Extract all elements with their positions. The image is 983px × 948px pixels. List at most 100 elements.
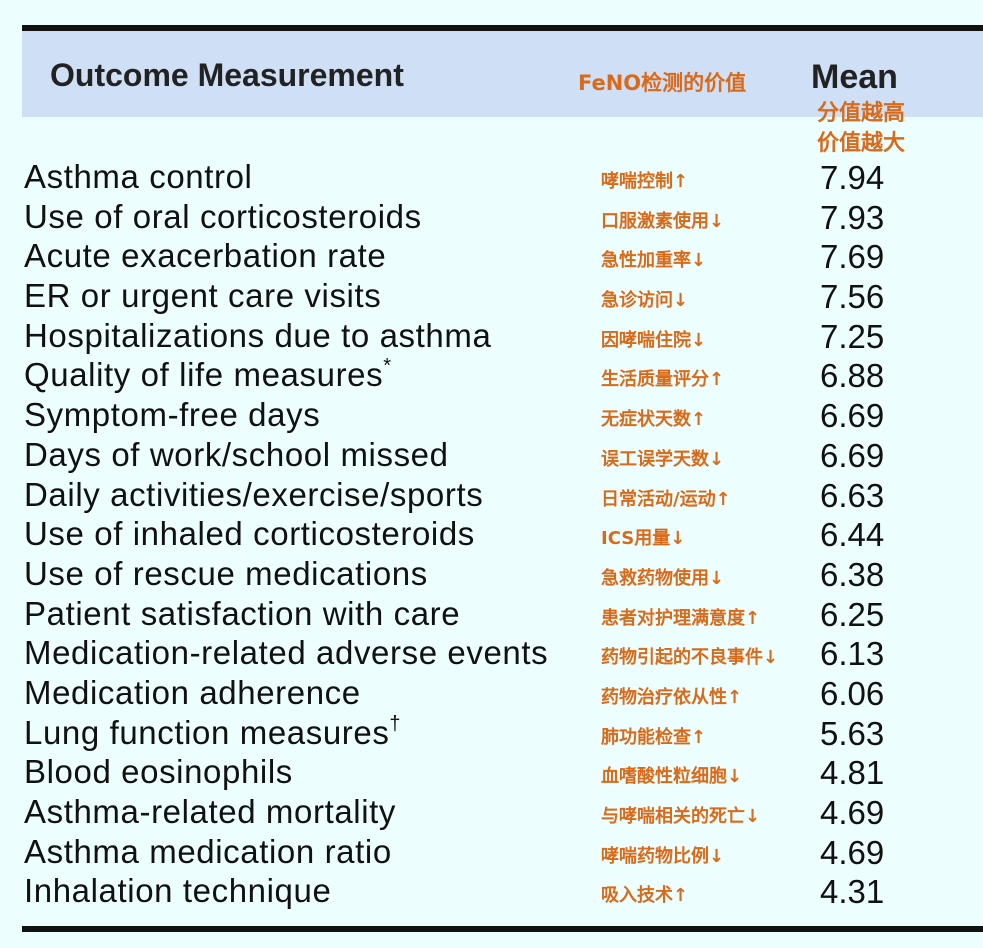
chinese-annotation: 因哮喘住院↓ [601,329,707,351]
mean-value: 7.94 [820,159,885,196]
outcome-text: Asthma control [24,158,253,195]
mean-value: 4.31 [820,873,885,911]
mean-value: 6.69 [820,397,885,435]
outcome-text: Asthma-related mortality [24,793,397,830]
mean-value: 4.81 [820,754,885,792]
outcome-cell: Use of oral corticosteroids [24,198,422,236]
outcome-text: Symptom-free days [24,396,321,434]
table-row: Asthma medication ratio 哮喘药物比例↓ 4.69 [0,833,983,873]
outcome-text: Use of oral corticosteroids [24,197,422,235]
mean-value: 6.38 [820,555,885,593]
mean-value: 7.69 [820,238,885,276]
outcome-text: Days of work/school missed [24,435,449,473]
mean-value: 4.69 [820,794,885,831]
bottom-rule [22,926,983,932]
mean-note-line1: 分值越高 [816,101,905,126]
table-row: Medication adherence 药物治疗依从性↑ 6.06 [0,674,983,714]
chinese-annotation: 日常活动/运动↑ [601,488,731,510]
outcome-text: Quality of life measures [24,356,384,394]
outcome-cell: Asthma control [24,158,253,196]
mean-value: 5.63 [820,714,885,752]
table-row: Asthma-related mortality 与哮喘相关的死亡↓ 4.69 [0,793,983,833]
mean-column-header: Mean [811,58,898,96]
chinese-annotation: 药物治疗依从性↑ [601,686,743,708]
chinese-annotation: 肺功能检查↑ [601,726,707,748]
chinese-annotation: 与哮喘相关的死亡↓ [601,806,761,827]
mean-value: 6.25 [820,595,885,633]
table-row: Medication-related adverse events 药物引起的不良… [0,634,983,674]
table-row: ER or urgent care visits 急诊访问↓ 7.56 [0,277,983,317]
outcome-cell: Days of work/school missed [24,436,449,474]
outcome-cell: Asthma medication ratio [24,833,392,871]
table-row: Use of rescue medications 急救药物使用↓ 6.38 [0,555,983,595]
mean-value: 7.93 [820,198,885,236]
table-row: Quality of life measures* 生活质量评分↑ 6.88 [0,356,983,396]
chinese-annotation: 急救药物使用↓ [601,567,725,589]
outcome-cell: Lung function measures† [24,714,401,752]
outcome-text: Blood eosinophils [24,753,293,791]
chinese-annotation: 患者对护理满意度↑ [601,607,761,629]
outcome-text: Hospitalizations due to asthma [24,316,492,354]
mean-value: 6.06 [820,674,885,712]
chinese-annotation: 血嗜酸性粒细胞↓ [601,766,743,788]
mean-value: 6.44 [820,516,885,554]
outcome-cell: Medication adherence [24,674,361,712]
chinese-annotation: 无症状天数↑ [601,409,707,431]
mean-note-line2: 价值越大 [816,131,905,156]
chinese-annotation: 吸入技术↑ [601,885,689,907]
mean-value: 6.63 [820,476,885,514]
mean-value: 6.88 [820,357,885,395]
footnote-marker: † [389,712,402,735]
chinese-annotation: 急性加重率↓ [601,250,707,272]
outcome-text: ER or urgent care visits [24,277,382,315]
outcome-cell: Daily activities/exercise/sports [24,476,483,514]
chinese-annotation: 哮喘药物比例↓ [601,845,725,867]
table-row: Hospitalizations due to asthma 因哮喘住院↓ 7.25 [0,317,983,357]
outcome-text: Acute exacerbation rate [24,237,387,275]
mean-value: 6.13 [820,635,885,673]
outcome-text: Patient satisfaction with care [24,594,461,632]
top-rule [22,25,983,31]
outcome-cell: Quality of life measures* [24,356,392,394]
outcome-cell: Symptom-free days [24,396,320,434]
outcome-text: Use of rescue medications [24,554,428,592]
table-row: Days of work/school missed 误工误学天数↓ 6.69 [0,436,983,476]
mean-value: 4.69 [820,833,885,871]
outcome-text: Lung function measures [24,713,390,751]
mean-value: 7.56 [820,278,885,316]
table-row: Use of oral corticosteroids 口服激素使用↓ 7.93 [0,198,983,238]
outcome-text: Asthma medication ratio [24,832,392,870]
table-row: Lung function measures† 肺功能检查↑ 5.63 [0,714,983,754]
table-row: Asthma control 哮喘控制↑ 7.94 [0,158,983,198]
outcome-cell: Acute exacerbation rate [24,237,386,275]
outcome-cell: ER or urgent care visits [24,277,381,315]
mean-value: 7.25 [820,317,885,355]
table-row: Acute exacerbation rate 急性加重率↓ 7.69 [0,237,983,277]
outcome-text: Medication adherence [24,673,361,711]
outcome-cell: Medication-related adverse events [24,634,548,672]
footnote-marker: * [383,355,392,378]
chinese-annotation: 药物引起的不良事件↓ [601,647,779,669]
table-row: Blood eosinophils 血嗜酸性粒细胞↓ 4.81 [0,753,983,793]
outcome-cell: Inhalation technique [24,872,331,910]
mean-note: 分值越高 价值越大 [806,99,916,159]
outcome-text: Medication-related adverse events [24,634,549,672]
table-row: Symptom-free days 无症状天数↑ 6.69 [0,396,983,436]
table-row: Daily activities/exercise/sports 日常活动/运动↑… [0,476,983,516]
chinese-annotation: 误工误学天数↓ [601,448,725,470]
chinese-annotation: 生活质量评分↑ [601,369,725,391]
table-row: Patient satisfaction with care 患者对护理满意度↑ 6… [0,595,983,635]
outcome-text: Daily activities/exercise/sports [24,475,484,513]
chinese-annotation: 口服激素使用↓ [601,210,725,232]
chinese-annotation: 哮喘控制↑ [601,171,689,192]
outcome-cell: Hospitalizations due to asthma [24,317,491,355]
outcome-cell: Use of rescue medications [24,555,428,593]
outcome-text: Use of inhaled corticosteroids [24,515,475,553]
table-row: Inhalation technique 吸入技术↑ 4.31 [0,872,983,912]
mean-value: 6.69 [820,436,885,474]
feno-value-header: FeNO检测的价值 [578,71,747,95]
outcome-cell: Asthma-related mortality [24,793,396,831]
chinese-annotation: ICS用量↓ [601,528,686,550]
chinese-annotation: 急诊访问↓ [601,290,689,312]
outcome-cell: Patient satisfaction with care [24,595,460,633]
